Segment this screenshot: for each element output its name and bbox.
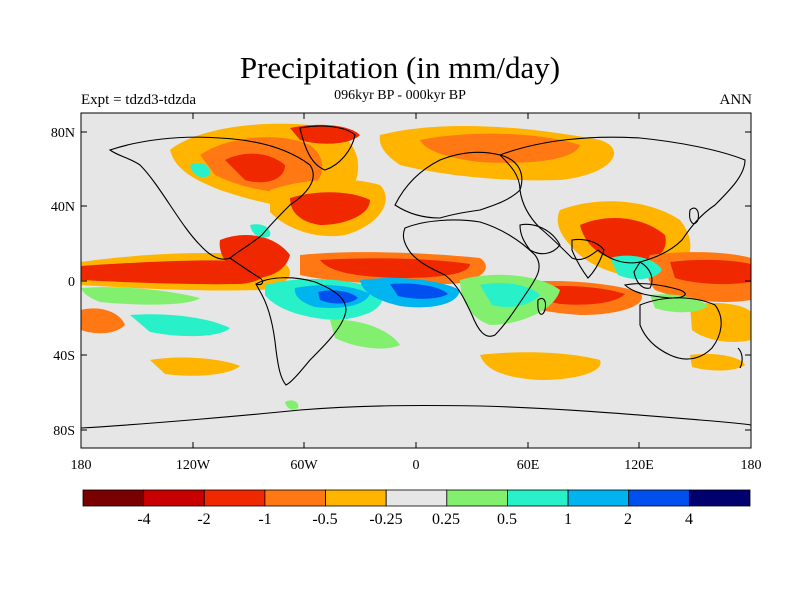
anomaly-southern-ocean-east [690,354,745,371]
latitude-labels: 80N 40N 0 40S 80S [51,126,75,439]
colorbar-label-5: -0.25 [369,511,402,528]
anomaly-south-pacific-band [130,314,230,337]
colorbar-label-1: -4 [137,511,150,528]
colorbar-label-9: 2 [624,511,632,528]
colorbar-label-8: 1 [564,511,572,528]
lon-label-60w: 60W [290,458,318,473]
lon-label-180-right: 180 [741,458,762,473]
colorbar-box-10 [628,489,690,507]
coast-southeast-asia [633,261,653,289]
lon-label-120w: 120W [176,458,211,473]
season-label: ANN [719,92,753,108]
anomaly-canada-red [225,153,285,183]
colorbar-box-11 [688,489,751,507]
coast-japan [689,207,699,225]
anomaly-southern-africa-core [480,283,540,307]
experiment-label: Expt = tdzd3-tdzda [81,92,197,108]
lat-label-40s: 40S [53,349,75,364]
lat-label-80s: 80S [53,424,75,439]
colorbar-box-8 [507,489,569,507]
anomaly-shading [81,123,751,410]
coast-australia [639,297,722,360]
anomaly-southern-indian [480,352,601,380]
coast-madagascar [537,297,547,315]
anomaly-antarctic [285,400,299,410]
anomaly-maritime-continent [610,255,662,280]
anomaly-arctic-red [290,124,360,144]
colorbar: -4 -2 -1 -0.5 -0.25 0.25 0.5 1 2 4 [82,489,751,528]
anomaly-south-america-deep [318,290,358,304]
coast-greenland [299,125,356,171]
longitude-axis [80,113,752,448]
lon-label-120e: 120E [624,458,654,473]
anomaly-south-pacific-west [690,302,751,342]
lat-label-80n: 80N [51,126,75,141]
anomaly-tropical-east-pacific-core [81,260,268,285]
coast-asia [499,136,746,264]
colorbar-box-1 [82,489,145,507]
colorbar-label-7: 0.5 [497,511,517,528]
colorbar-box-7 [446,489,508,507]
coastlines [80,125,752,429]
map-title: Precipitation (in mm/day) [239,50,561,85]
coast-new-zealand [737,347,743,369]
colorbar-boxes [82,489,751,507]
anomaly-east-pacific-south [81,287,200,305]
anomaly-south-atlantic-deep [390,283,448,299]
longitude-labels: 180 120W 60W 0 60E 120E 180 [71,458,762,473]
anomaly-southern-pacific [150,357,240,376]
anomaly-north-pacific [190,163,211,178]
coast-central-america [229,257,264,286]
colorbar-label-2: -2 [197,511,210,528]
lat-label-40n: 40N [51,200,75,215]
anomaly-tropical-atlantic-core [320,258,470,278]
colorbar-box-9 [567,489,630,507]
colorbar-box-5 [325,489,387,507]
colorbar-box-3 [203,489,266,507]
anomaly-caribbean [250,224,271,238]
anomaly-south-pacific-east [81,308,125,334]
coast-india [571,238,605,279]
latitude-axis [81,131,751,431]
colorbar-box-4 [264,489,326,507]
colorbar-box-6 [385,489,448,507]
coast-africa [402,219,540,337]
anomaly-west-pacific-core [670,259,751,285]
anomaly-central-america [219,235,290,278]
lon-label-180-left: 180 [71,458,92,473]
anomaly-south-asia-core [580,217,666,263]
anomaly-south-atlantic-band [330,319,400,349]
lon-label-0: 0 [413,458,420,473]
colorbar-label-4: -0.5 [312,511,337,528]
lon-label-60e: 60E [517,458,540,473]
coast-arabia [519,223,561,255]
anomaly-eurasia-north-core [420,133,580,163]
colorbar-label-10: 4 [685,511,693,528]
colorbar-labels: -4 -2 -1 -0.5 -0.25 0.25 0.5 1 2 4 [137,511,693,528]
lat-label-0: 0 [68,275,75,290]
map-panel [80,112,752,449]
anomaly-north-atlantic-core [290,192,370,225]
colorbar-label-6: 0.25 [432,511,460,528]
map-subtitle: 096kyr BP - 000kyr BP [334,88,466,103]
colorbar-label-3: -1 [258,511,271,528]
coast-north-america [108,136,314,260]
coast-south-america [255,277,347,386]
coast-indonesia [623,283,686,299]
coast-antarctica [80,404,752,429]
colorbar-box-2 [143,489,205,507]
